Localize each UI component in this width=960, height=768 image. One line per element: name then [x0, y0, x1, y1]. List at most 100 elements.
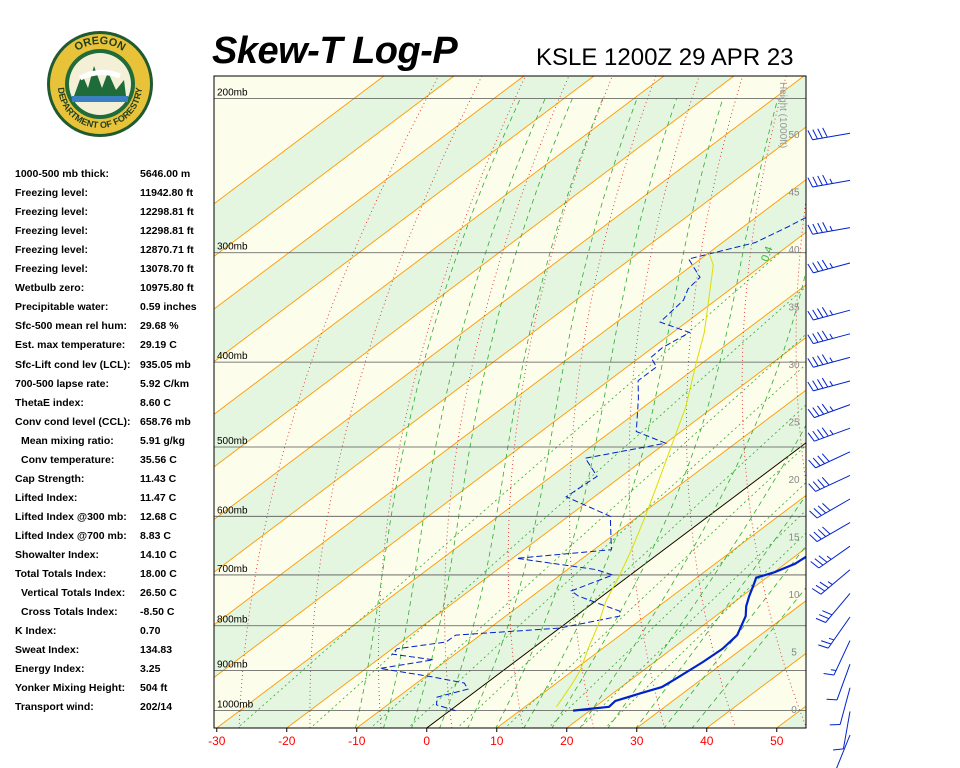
pressure-label: 500mb [217, 436, 248, 447]
height-tick-label: 25 [788, 418, 800, 429]
logo-top-text: OREGON [73, 35, 128, 54]
wind-barb-flag [809, 534, 818, 542]
wind-barb-staff [813, 356, 851, 368]
wind-barb-flag [817, 355, 824, 365]
stat-value: 35.56 C [140, 453, 177, 466]
wind-barb-half-flag [829, 262, 834, 268]
wind-barb-half-flag [827, 581, 833, 586]
pressure-label: 200mb [217, 88, 248, 99]
wind-barb-flag [812, 356, 819, 367]
mixing-ratio-line [604, 532, 806, 728]
pressure-label: 700mb [217, 564, 248, 575]
height-tick-label: 30 [788, 360, 800, 371]
moist-adiabat [579, 270, 806, 728]
moist-adiabat [635, 494, 806, 728]
wind-barb-flag [815, 584, 825, 592]
stat-label: Est. max temperature: [15, 339, 126, 352]
wind-barb-staff [842, 711, 851, 749]
wind-barb-staff [813, 309, 851, 321]
wind-barb-flag [808, 459, 816, 469]
pressure-label: 1000mb [217, 700, 254, 711]
isotherm-line [847, 76, 960, 728]
wind-barb-flag [812, 407, 820, 417]
stat-value: 29.68 % [140, 320, 179, 333]
series-dew-point [379, 216, 806, 712]
stat-value: 5.91 g/kg [140, 434, 185, 447]
isotherm-line [356, 389, 806, 728]
dry-adiabat [628, 76, 700, 728]
wind-barb-flag [812, 223, 818, 234]
stat-label: Transport wind: [15, 701, 94, 714]
wind-barb-flag [807, 334, 814, 344]
wind-barb-flag [822, 610, 833, 616]
stat-value: 658.76 mb [140, 415, 191, 428]
wind-barb-staff [816, 498, 851, 519]
stat-value: 11.47 C [140, 491, 177, 504]
x-tick-label: 10 [490, 734, 504, 748]
wind-barb-flag [821, 453, 830, 462]
stat-label: Lifted Index: [15, 491, 78, 504]
stat-value: 8.60 C [140, 396, 171, 409]
wind-barb-flag [812, 481, 821, 490]
isotherm-line [496, 494, 806, 728]
wind-barb-staff [825, 593, 851, 623]
stat-value: 12870.71 ft [140, 244, 194, 257]
stat-label: 1000-500 mb thick: [15, 168, 109, 180]
moist-adiabat [523, 98, 724, 728]
wind-barb-half-flag [829, 310, 834, 316]
stat-value: 26.50 C [140, 587, 177, 600]
series-parcel [556, 252, 714, 708]
wind-barb-flag [817, 308, 824, 318]
wind-barb-flag [819, 614, 829, 620]
isotherm-line [214, 76, 455, 257]
mixing-ratio-label: 5 [953, 253, 960, 263]
height-axis-label: Height (1000ft) [777, 82, 788, 148]
wind-barb-flag [813, 507, 822, 516]
stat-value: 29.19 C [140, 339, 177, 352]
wind-barb-staff [820, 569, 851, 595]
mixing-ratio-label: 3 [910, 253, 923, 263]
wind-barb-flag [821, 476, 830, 486]
zero-isotherm [426, 442, 806, 728]
wind-barb-flag [812, 380, 819, 390]
stat-label: Mean mixing ratio: [21, 434, 114, 447]
stat-value: 12.68 C [140, 510, 177, 523]
moist-adiabat [411, 98, 573, 728]
wind-barb-staff [816, 522, 851, 543]
moist-adiabat [439, 98, 604, 728]
dry-adiabat [238, 76, 440, 728]
stat-label: Wetbulb zero: [15, 282, 85, 295]
wind-barb-flag [808, 483, 816, 492]
stat-value: 5646.00 m [140, 168, 191, 180]
stat-value: 202/14 [140, 701, 173, 714]
plot-area: 0.412358 [214, 76, 960, 728]
svg-text:OREGON: OREGON [73, 35, 128, 54]
moist-adiabat [383, 98, 546, 728]
wind-barb-flag [821, 427, 829, 437]
dry-adiabat [795, 197, 806, 486]
stat-label: Precipitable water: [15, 301, 109, 314]
oregon-department-of-forestry-logo: OREGON DEPARTMENT OF FORESTRY [47, 31, 153, 137]
stat-value: 0.70 [140, 625, 161, 638]
wind-barb-staff [827, 616, 851, 649]
stat-label: Lifted Index @300 mb: [15, 510, 127, 523]
x-tick-label: 40 [700, 734, 714, 748]
isotherm-line [214, 231, 806, 679]
stat-label: Vertical Totals Index: [21, 587, 126, 600]
wind-barb-flag [817, 529, 827, 537]
stat-value: 8.83 C [140, 529, 171, 542]
wind-barb-half-flag [829, 333, 834, 339]
height-tick-label: 50 [788, 130, 800, 141]
x-tick-label: 30 [630, 734, 644, 748]
isotherm-line [214, 76, 805, 521]
stat-label: Cap Strength: [15, 472, 85, 485]
chart-title: Skew-T Log-P [212, 30, 458, 72]
stat-label: Energy Index: [15, 663, 85, 676]
wind-barb-staff [836, 664, 851, 701]
height-tick-label: 15 [788, 533, 800, 544]
wind-barb-flag [817, 331, 824, 342]
moist-adiabat [607, 424, 806, 728]
wind-barb-flag [818, 644, 829, 649]
temperature-band [214, 76, 806, 573]
